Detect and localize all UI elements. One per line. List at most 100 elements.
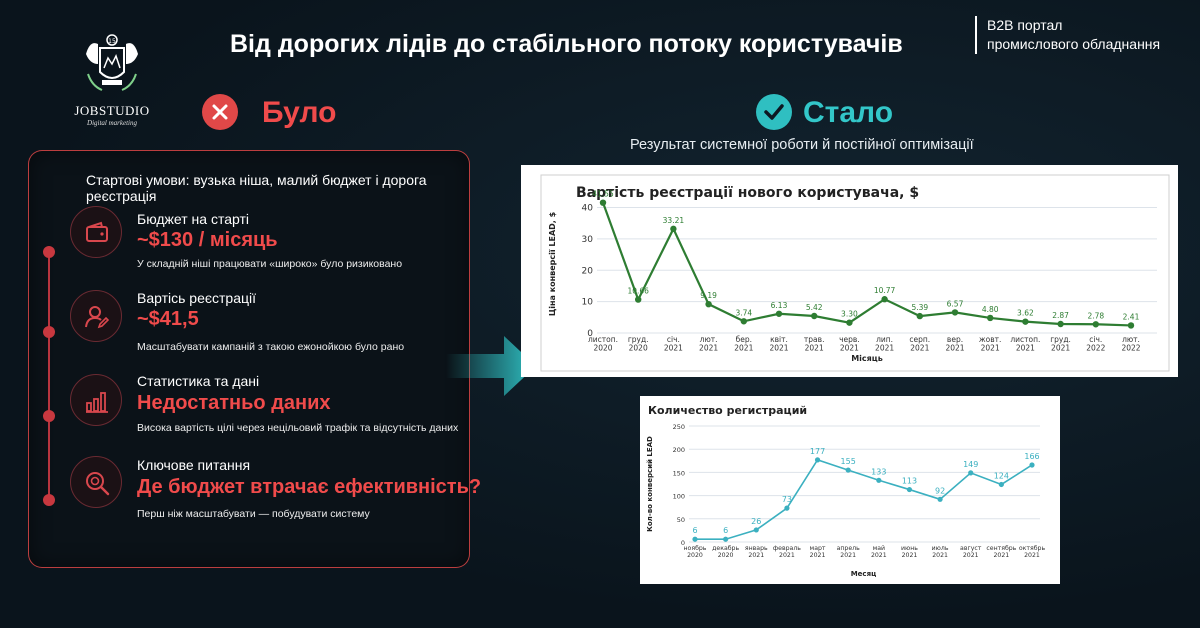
x-tick-label: 2021 [875,344,894,353]
x-tick-label: август [960,545,982,552]
y-tick-label: 150 [673,469,685,477]
data-point [599,199,607,206]
x-tick-label: 2021 [932,552,948,559]
data-label: 133 [871,467,886,476]
x-tick-label: січ. [667,335,680,344]
x-tick-label: июль [932,545,949,552]
y-tick-label: 0 [587,329,593,339]
x-tick-label: 2021 [748,552,764,559]
item-heading: Бюджет на старті [137,211,249,227]
x-tick-label: декабрь [712,544,739,552]
y-tick-label: 100 [673,493,685,501]
timeline-dot [43,246,55,258]
y-axis-label: Кол-во конверсий LEAD [646,436,654,532]
check-icon [756,94,792,130]
x-tick-label: март [810,545,826,552]
data-point [1127,322,1135,329]
x-tick-label: лют. [700,335,718,344]
search-icon [70,456,122,508]
y-tick-label: 0 [681,539,685,547]
data-point [814,457,821,463]
x-tick-label: 2021 [734,344,753,353]
x-tick-label: лют. [1122,335,1140,344]
data-point [846,319,853,326]
x-tick-label: 2021 [945,344,964,353]
data-label: 177 [810,447,825,456]
x-tick-label: груд. [628,335,649,344]
timeline-line [48,252,50,502]
data-label: 73 [782,495,792,504]
data-label: 41.55 [592,190,614,199]
data-label: 3.62 [1017,309,1034,318]
x-tick-label: сентябрь [986,544,1016,552]
data-label: 124 [994,471,1009,480]
x-tick-label: груд. [1050,335,1071,344]
data-point [951,309,959,316]
data-point [881,296,888,303]
item-description: У складній ніші працювати «широко» було … [137,258,403,270]
data-point [1022,318,1029,325]
item-heading: Ключове питання [137,457,251,473]
x-tick-label: 2021 [699,344,718,353]
item-description: Висока вартість цілі через нецільовий тр… [137,422,459,434]
x-tick-label: 2021 [664,344,683,353]
x-tick-label: ноябрь [684,544,707,552]
timeline-dot [43,326,55,338]
data-point [740,318,747,325]
x-tick-label: січ. [1089,335,1102,344]
x-tick-label: 2021 [902,552,918,559]
bar-chart-icon [70,374,122,426]
x-tick-label: май [873,544,885,552]
data-point [670,225,677,233]
data-point [784,505,790,511]
data-point [998,481,1004,488]
item-value: ~$41,5 [137,308,199,330]
after-label: Стало [803,96,894,129]
data-label: 5.39 [911,303,928,312]
item-description: Масштабувати кампаній з такою ежонойкою … [137,341,405,353]
wallet-icon [70,206,122,258]
registrations-chart: Количество регистраций 0 50 100 150 200 250 ноя… [646,404,1045,578]
y-tick-label: 10 [582,298,594,308]
registrations-chart-card: Количество регистраций 0 50 100 150 200 250 ноя… [640,396,1060,584]
data-label: 5.42 [806,303,823,312]
data-label: 2.78 [1087,311,1104,320]
cost-chart: Вартість реєстрації нового користувача, … [540,174,1170,372]
page-title: Від дорогих лідів до стабільного потоку … [230,30,903,58]
data-label: 6.57 [947,299,964,308]
x-tick-label: черв. [839,335,860,344]
x-tick-label: 2021 [840,552,856,559]
data-label: 92 [935,486,945,495]
x-tick-label: 2022 [1086,344,1105,353]
item-value: ~$130 / місяць [137,229,278,251]
x-tick-label: лип. [876,335,893,344]
x-tick-label: листоп. [588,335,618,344]
logo-subtitle: Digital marketing [87,119,137,127]
data-label: 149 [963,460,978,469]
x-tick-label: июнь [901,545,918,552]
data-label: 155 [841,457,856,466]
x-tick-label: листоп. [1010,335,1040,344]
data-point [753,527,759,533]
data-point [723,536,729,542]
data-label: 3.74 [735,308,752,317]
item-value: Де бюджет втрачає ефективність? [137,476,482,498]
close-icon [202,94,238,130]
data-point [692,536,698,542]
x-tick-label: жовт. [979,335,1002,344]
data-point [906,486,913,493]
item-value: Недостатньо даних [137,392,331,414]
x-tick-label: 2021 [910,344,929,353]
portal-label: B2B портал промислового обладнання [975,16,1160,54]
y-tick-label: 50 [677,516,685,524]
x-tick-label: 2020 [718,552,734,559]
y-tick-label: 40 [582,204,594,214]
y-tick-label: 200 [673,446,685,454]
x-tick-label: 2020 [687,552,703,559]
data-point [876,477,882,483]
y-tick-label: 250 [673,423,685,431]
data-label: 113 [902,477,917,486]
data-label: 3.30 [841,310,858,319]
data-label: 6.13 [771,301,788,310]
y-axis-label: Ціна конверсії LEAD, $ [547,211,557,316]
